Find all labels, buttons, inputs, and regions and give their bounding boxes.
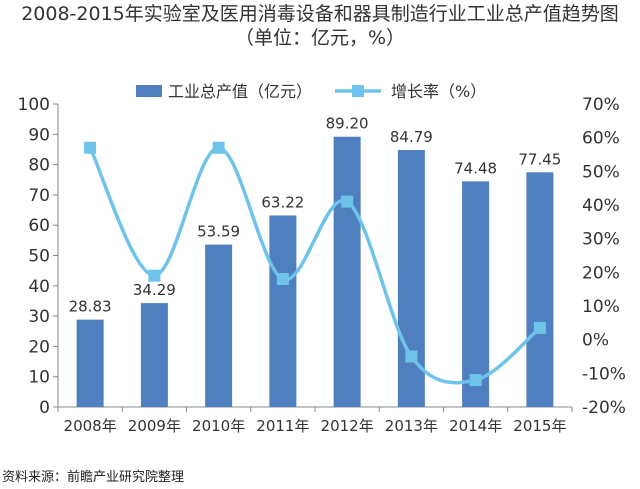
legend-bar-swatch xyxy=(136,85,162,97)
bar-data-label: 34.29 xyxy=(133,281,176,299)
bar xyxy=(333,136,361,407)
left-axis-tick-label: 100 xyxy=(18,95,50,115)
bar xyxy=(140,303,168,407)
line-point-marker xyxy=(469,374,482,387)
right-axis-tick-label: -20% xyxy=(582,398,626,418)
line-point-marker xyxy=(148,269,161,282)
left-axis-tick-label: 60 xyxy=(28,216,50,236)
line-series xyxy=(84,141,546,387)
line-point-marker xyxy=(533,321,546,334)
bar-data-label: 77.45 xyxy=(518,150,561,168)
bar xyxy=(76,319,104,407)
bar-data-label: 84.79 xyxy=(390,128,433,146)
legend-bar-label: 工业总产值（亿元） xyxy=(168,82,312,101)
x-axis-tick-label: 2013年 xyxy=(385,417,438,435)
bar-data-labels: 28.83 34.29 53.59 63.22 89.20 84.79 74.48 77.45 xyxy=(69,115,562,316)
chart-title: 2008-2015年实验室及医用消毒设备和器具制造行业工业总产值趋势图 xyxy=(21,3,619,25)
bar-data-label: 28.83 xyxy=(69,298,112,316)
left-axis-tick-label: 70 xyxy=(28,186,50,206)
legend-line-marker xyxy=(352,85,364,97)
right-axis-tick-label: 60% xyxy=(582,129,620,149)
right-axis-tick-label: 50% xyxy=(582,162,620,182)
left-axis-tick-label: 40 xyxy=(28,277,50,297)
bar-data-label: 74.48 xyxy=(454,159,497,177)
right-axis-tick-label: 0% xyxy=(582,331,609,351)
bar-data-label: 89.20 xyxy=(326,115,369,133)
line-point-marker xyxy=(276,273,289,286)
chart-legend: 工业总产值（亿元） 增长率（%） xyxy=(136,82,486,101)
line-point-marker xyxy=(212,141,225,154)
right-axis-tick-label: 20% xyxy=(582,263,620,283)
right-axis-tick-label: 10% xyxy=(582,297,620,317)
bar xyxy=(462,181,490,407)
x-axis-tick-label: 2012年 xyxy=(321,417,374,435)
bar xyxy=(526,172,554,407)
line-point-marker xyxy=(84,141,97,154)
line-point-marker xyxy=(405,350,418,363)
bar xyxy=(269,215,297,407)
chart-subtitle: （单位：亿元，%） xyxy=(234,27,406,49)
x-axis-tick-label: 2008年 xyxy=(64,417,117,435)
x-axis-tick-label: 2010年 xyxy=(192,417,245,435)
x-axis-tick-label: 2009年 xyxy=(128,417,181,435)
bar xyxy=(205,244,233,407)
left-axis-tick-label: 10 xyxy=(28,368,50,388)
left-axis-tick-label: 90 xyxy=(28,125,50,145)
right-axis-tick-label: 70% xyxy=(582,95,620,115)
right-axis-tick-label: 30% xyxy=(582,230,620,250)
bar-series xyxy=(76,136,554,407)
left-axis-tick-label: 50 xyxy=(28,247,50,267)
right-axis-tick-label: -10% xyxy=(582,364,626,384)
line-point-marker xyxy=(341,195,354,208)
x-axis-tick-label: 2015年 xyxy=(513,417,566,435)
left-axis-tick-label: 20 xyxy=(28,337,50,357)
chart-axes: 0 10 20 30 40 50 60 70 80 90 100 -20% -10% 0% 10% 20% 30… xyxy=(18,95,626,435)
left-axis-tick-label: 0 xyxy=(39,398,50,418)
bar-data-label: 63.22 xyxy=(261,193,304,211)
left-axis-tick-label: 80 xyxy=(28,156,50,176)
left-axis-tick-label: 30 xyxy=(28,307,50,327)
legend-line-label: 增长率（%） xyxy=(391,82,486,101)
right-axis-tick-label: 40% xyxy=(582,196,620,216)
x-axis-tick-label: 2014年 xyxy=(449,417,502,435)
bar xyxy=(397,150,425,407)
x-axis-tick-label: 2011年 xyxy=(256,417,309,435)
source-note: 资料来源：前瞻产业研究院整理 xyxy=(2,470,185,485)
bar-data-label: 53.59 xyxy=(197,223,240,241)
